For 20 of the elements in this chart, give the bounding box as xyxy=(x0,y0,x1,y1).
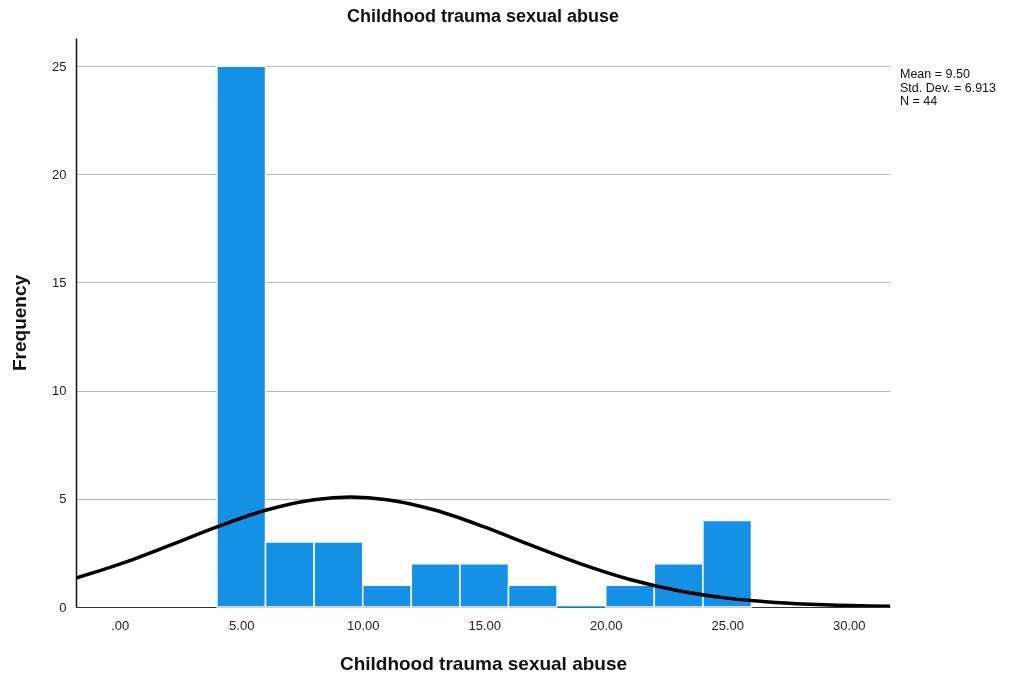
y-axis-title: Frequency xyxy=(9,274,31,372)
x-tick-label: 15.00 xyxy=(468,617,501,633)
text: Std. Dev. = 6.913 xyxy=(900,80,997,95)
y-tick-label: 15 xyxy=(52,274,67,290)
chart-title: Childhood trauma sexual abuse xyxy=(346,6,620,26)
x-tick-label: 25.00 xyxy=(711,617,744,633)
x-tick-label: 20.00 xyxy=(589,617,623,633)
x-axis-title: Childhood trauma sexual abuse xyxy=(339,652,628,674)
x-tick-label: .00 xyxy=(111,617,130,633)
x-tick-label: 5.00 xyxy=(229,617,255,633)
line-series xyxy=(76,495,890,607)
text: Mean = 9.50 xyxy=(900,67,970,81)
y-tick-label: 10 xyxy=(52,383,67,399)
y-tick-label: 20 xyxy=(52,166,67,182)
x-tick-label: 10.00 xyxy=(346,617,380,633)
x-tick-label: 30.00 xyxy=(832,617,866,633)
y-tick-label: 25 xyxy=(52,58,67,74)
y-tick-label: 5 xyxy=(59,491,67,507)
text: N = 44 xyxy=(900,94,938,108)
y-tick-label: 0 xyxy=(59,599,67,615)
